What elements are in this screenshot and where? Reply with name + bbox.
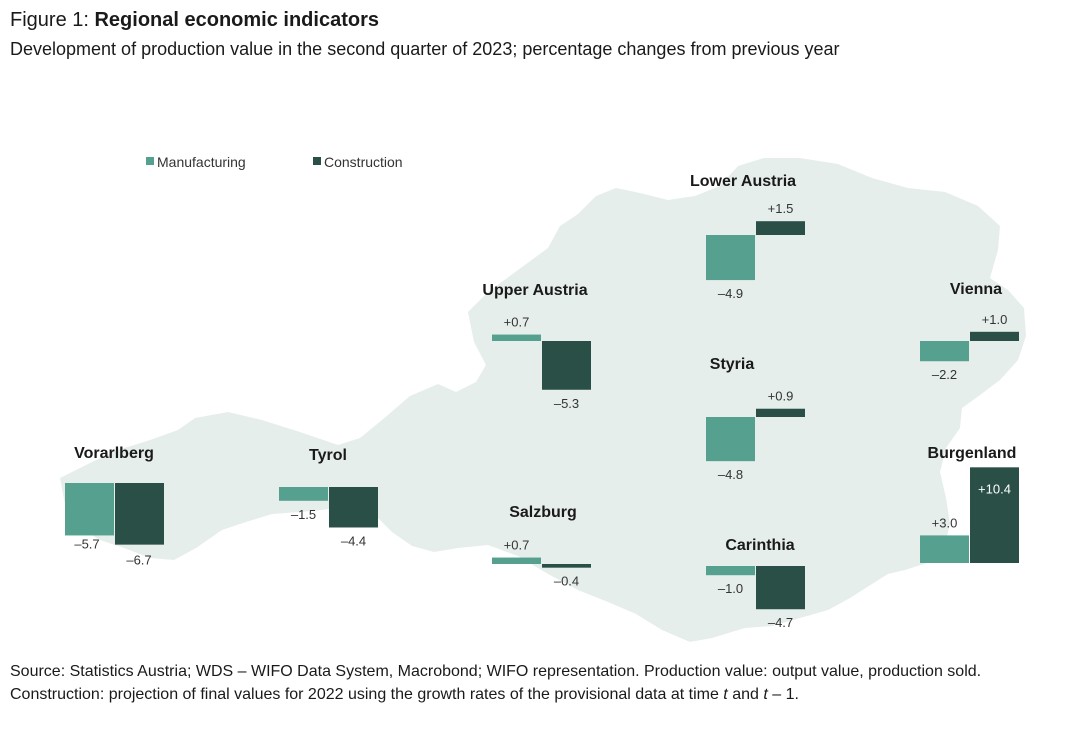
source-var-t2: t	[763, 686, 768, 703]
value-label-styria-construction: +0.9	[768, 389, 794, 404]
bar-upper-austria-manufacturing	[492, 334, 541, 341]
value-label-carinthia-manufacturing: –1.0	[718, 581, 743, 596]
legend-swatch-construction	[313, 157, 321, 165]
bar-tyrol-construction	[329, 487, 378, 528]
region-label-vienna: Vienna	[950, 281, 1002, 298]
bar-burgenland-construction	[970, 467, 1019, 563]
value-label-tyrol-construction: –4.4	[341, 533, 366, 548]
region-label-lower-austria: Lower Austria	[690, 173, 796, 190]
source-text-c: – 1.	[767, 686, 799, 703]
legend-label-construction: Construction	[324, 154, 403, 170]
bar-styria-manufacturing	[706, 417, 755, 462]
figure-label: Figure 1:	[10, 9, 95, 31]
region-label-carinthia: Carinthia	[725, 537, 794, 554]
bar-salzburg-manufacturing	[492, 557, 541, 564]
legend-label-manufacturing: Manufacturing	[157, 154, 246, 170]
value-label-tyrol-manufacturing: –1.5	[291, 507, 316, 522]
bar-lower-austria-construction	[756, 221, 805, 235]
austria-map-silhouette	[60, 158, 1026, 642]
value-label-upper-austria-construction: –5.3	[554, 396, 579, 411]
value-label-vienna-manufacturing: –2.2	[932, 367, 957, 382]
bar-vorarlberg-construction	[115, 483, 164, 545]
bar-carinthia-manufacturing	[706, 566, 755, 576]
chart-area: Manufacturing Construction Vorarlberg –5.7 –…	[0, 120, 1073, 660]
title-text: Regional economic indicators	[94, 9, 379, 31]
chart-title: Figure 1: Regional economic indicators	[10, 6, 1060, 34]
value-label-vorarlberg-manufacturing: –5.7	[74, 536, 99, 551]
value-label-lower-austria-construction: +1.5	[768, 201, 794, 216]
chart-header: Figure 1: Regional economic indicators D…	[10, 6, 1060, 62]
bar-lower-austria-manufacturing	[706, 235, 755, 281]
region-label-upper-austria: Upper Austria	[482, 282, 587, 299]
bar-salzburg-construction	[542, 564, 591, 568]
value-label-salzburg-construction: –0.4	[554, 574, 579, 589]
chart-subtitle: Development of production value in the s…	[10, 39, 840, 59]
bar-vienna-manufacturing	[920, 341, 969, 362]
value-label-carinthia-construction: –4.7	[768, 615, 793, 630]
region-label-vorarlberg: Vorarlberg	[74, 445, 154, 462]
source-text-a: Source: Statistics Austria; WDS – WIFO D…	[10, 663, 982, 703]
bar-tyrol-manufacturing	[279, 487, 328, 501]
source-var-t: t	[723, 686, 728, 703]
bar-styria-construction	[756, 408, 805, 417]
bar-carinthia-construction	[756, 566, 805, 610]
value-label-burgenland-construction: +10.4	[978, 481, 1011, 496]
bar-vienna-construction	[970, 331, 1019, 341]
value-label-lower-austria-manufacturing: –4.9	[718, 286, 743, 301]
value-label-styria-manufacturing: –4.8	[718, 467, 743, 482]
value-label-salzburg-manufacturing: +0.7	[504, 538, 530, 553]
source-note: Source: Statistics Austria; WDS – WIFO D…	[10, 660, 1065, 706]
region-label-salzburg: Salzburg	[509, 504, 577, 521]
region-label-tyrol: Tyrol	[309, 447, 347, 464]
value-label-vorarlberg-construction: –6.7	[126, 553, 151, 568]
value-label-upper-austria-manufacturing: +0.7	[504, 315, 530, 330]
legend-swatch-manufacturing	[146, 157, 154, 165]
value-label-burgenland-manufacturing: +3.0	[932, 515, 958, 530]
region-label-burgenland: Burgenland	[928, 445, 1017, 462]
source-text-b: and	[727, 686, 764, 703]
austria-map-chart: Manufacturing Construction Vorarlberg –5.7 –…	[60, 154, 1026, 642]
bar-burgenland-manufacturing	[920, 535, 969, 563]
bar-upper-austria-construction	[542, 341, 591, 390]
bar-vorarlberg-manufacturing	[65, 483, 114, 536]
value-label-vienna-construction: +1.0	[982, 312, 1008, 327]
region-label-styria: Styria	[710, 356, 755, 373]
